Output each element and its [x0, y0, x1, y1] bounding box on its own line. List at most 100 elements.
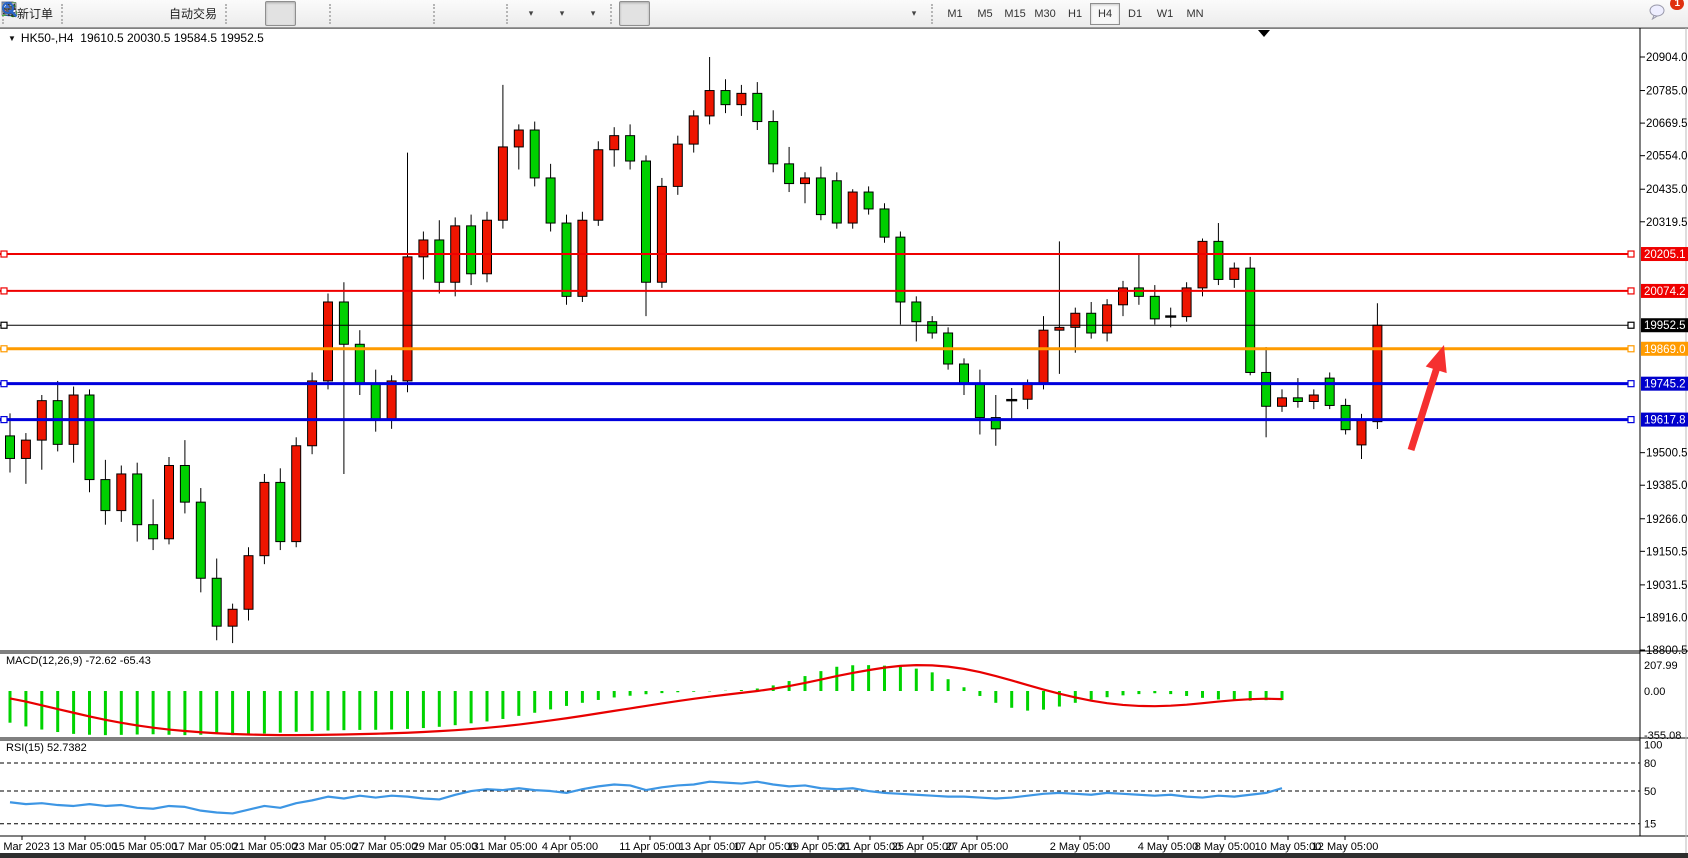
- candle-body: [1054, 326, 1065, 331]
- toolbar-grip: [225, 3, 232, 24]
- hline-handle[interactable]: [0, 287, 8, 295]
- candle-body: [1102, 304, 1113, 334]
- time-axis-label: 17 Apr 05:00: [734, 841, 796, 853]
- price-tick-label: 19500.5: [1646, 448, 1688, 460]
- candle-doji: [1165, 315, 1177, 318]
- label-button[interactable]: T: [2, 1, 898, 26]
- annotation-arrow-shaft[interactable]: [1407, 363, 1442, 452]
- candle-body: [609, 135, 620, 151]
- signals-button[interactable]: [2, 1, 163, 26]
- chart-shift-button[interactable]: [2, 1, 504, 26]
- hline-price-label-bg: [1641, 247, 1688, 262]
- line-chart-button[interactable]: [1, 1, 327, 26]
- candle-body: [641, 160, 651, 283]
- candle-body: [497, 146, 508, 221]
- crosshair-button[interactable]: [2, 1, 681, 26]
- symbol-dropdown-icon[interactable]: [8, 31, 21, 45]
- timeframe-mn-button[interactable]: MN: [1186, 7, 1204, 20]
- fibonacci-button[interactable]: F: [2, 1, 836, 26]
- annotation-arrow-head[interactable]: [1425, 345, 1447, 374]
- candle-body: [1292, 397, 1303, 402]
- candle-body: [307, 380, 318, 447]
- symbol-period-label: HK50-,H4: [20, 31, 74, 45]
- periods-button[interactable]: [1, 1, 577, 26]
- auto-trading-button-label: 自动交易: [169, 7, 218, 21]
- bar-chart-button[interactable]: [3, 1, 265, 26]
- timeframe-h4-button[interactable]: H4: [1090, 2, 1121, 25]
- hline-handle[interactable]: [0, 345, 8, 353]
- timeframe-m30-button[interactable]: M30: [1034, 7, 1056, 20]
- text-button[interactable]: A: [5, 1, 867, 26]
- hline-handle[interactable]: [1627, 415, 1635, 424]
- zoom-out-button[interactable]: [2, 1, 400, 26]
- chat-button[interactable]: 1: [1647, 0, 1684, 26]
- vline-button[interactable]: [8, 1, 712, 26]
- hline-handle[interactable]: [0, 250, 8, 258]
- timeframe-d1-button[interactable]: D1: [1128, 7, 1143, 20]
- indicators-button[interactable]: [1, 1, 608, 26]
- price-tick-label: 19150.5: [1646, 546, 1688, 558]
- cursor-button[interactable]: [6, 1, 651, 26]
- candle-body: [513, 129, 524, 148]
- hline-handle[interactable]: [1627, 380, 1635, 388]
- price-tick-label: 18800.5: [1646, 645, 1688, 657]
- rsi-indicator-label: RSI(15) 52.7382: [6, 742, 87, 754]
- candle-body: [974, 383, 985, 419]
- candle-chart-button[interactable]: [2, 1, 297, 26]
- channel-button[interactable]: E: [1, 1, 805, 26]
- hline-handle[interactable]: [0, 380, 8, 388]
- candle-body: [704, 90, 715, 117]
- rsi-axis-label: 50: [1644, 786, 1656, 798]
- candle-body: [323, 301, 333, 382]
- hline-handle[interactable]: [1627, 321, 1635, 329]
- price-tick-label: 20435.0: [1646, 184, 1688, 196]
- candle-body: [1118, 287, 1128, 306]
- candle-body: [656, 185, 667, 283]
- timeframe-m5-button[interactable]: M5: [977, 7, 993, 20]
- candle-body: [211, 577, 222, 627]
- candle-body: [1086, 312, 1097, 334]
- timeframe-w1-button[interactable]: W1: [1156, 7, 1174, 20]
- market-button[interactable]: [2, 1, 101, 26]
- candle-body: [1038, 329, 1049, 384]
- rsi-axis-label: 15: [1644, 819, 1656, 831]
- window-bottom-edge: [0, 853, 1688, 858]
- candle-body: [911, 301, 922, 323]
- candle-body: [132, 473, 143, 526]
- zoom-in-button[interactable]: [2, 1, 369, 26]
- tile-windows-button[interactable]: [2, 1, 431, 26]
- timeframe-m15-button[interactable]: M15: [1004, 7, 1026, 20]
- chart-info-line[interactable]: HK50-,H4 19610.5 20030.5 19584.5 19952.5: [8, 31, 264, 45]
- timeframe-m1-button[interactable]: M1: [947, 7, 963, 20]
- candle-body: [736, 92, 747, 106]
- toolbar-grip: [61, 3, 68, 24]
- candle-body: [227, 608, 238, 627]
- search-button[interactable]: [2, 1, 1639, 26]
- arrows-button[interactable]: [4, 1, 929, 26]
- hline-handle[interactable]: [1627, 287, 1635, 295]
- price-tick-label: 18916.0: [1646, 612, 1688, 624]
- candle-body: [959, 363, 969, 385]
- hline-button[interactable]: [2, 1, 743, 26]
- toolbar-grip: [506, 3, 513, 24]
- trendline-button[interactable]: [2, 1, 774, 26]
- toolbar: 新订单 自动交易EFAT M1 M5 M15 M30 H1 H4 D1 W1 MN 1: [0, 0, 1688, 28]
- chart-background[interactable]: [0, 28, 1688, 853]
- chat-badge: 1: [1670, 0, 1684, 10]
- hline-handle[interactable]: [0, 321, 8, 329]
- candle-body: [386, 380, 397, 421]
- hline-price-label: 19745.2: [1644, 379, 1686, 391]
- hline-handle[interactable]: [1627, 345, 1635, 353]
- timeframe-h1-button[interactable]: H1: [1068, 7, 1083, 20]
- scroll-to-end-button[interactable]: [2, 1, 473, 26]
- new-chart-button[interactable]: [1, 1, 546, 26]
- new-order-button[interactable]: 新订单: [1, 1, 59, 26]
- chart-shift-marker[interactable]: [1258, 30, 1270, 37]
- hline-handle[interactable]: [1627, 250, 1635, 258]
- community-button[interactable]: [3, 1, 132, 26]
- candle-body: [1229, 267, 1240, 280]
- hline-price-label-bg: [1641, 283, 1688, 298]
- auto-trading-button[interactable]: 自动交易: [2, 1, 223, 26]
- hline-handle[interactable]: [0, 415, 8, 424]
